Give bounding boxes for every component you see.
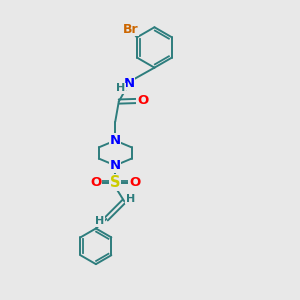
Text: S: S <box>110 175 121 190</box>
Text: H: H <box>116 83 125 94</box>
Text: O: O <box>129 176 140 189</box>
Text: H: H <box>95 216 104 226</box>
Text: O: O <box>90 176 101 189</box>
Text: N: N <box>110 159 121 172</box>
Text: N: N <box>124 76 135 90</box>
Text: Br: Br <box>123 23 139 36</box>
Text: H: H <box>126 194 135 204</box>
Text: N: N <box>110 134 121 147</box>
Text: O: O <box>137 94 148 107</box>
